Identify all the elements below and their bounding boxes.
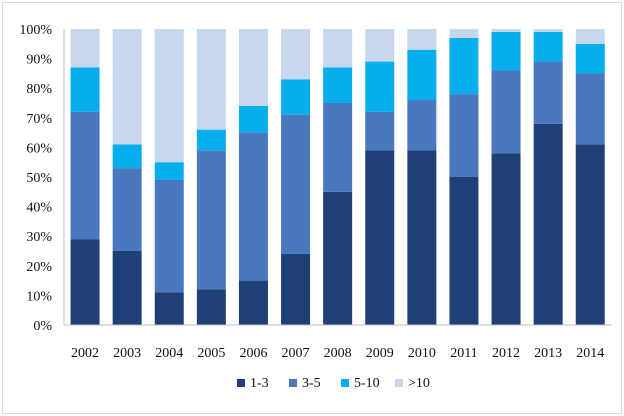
bar-segment-2003-5-10 [112, 144, 142, 169]
bar-segment-2005-1-3 [196, 289, 226, 325]
bar-segment-2009-1-3 [365, 150, 395, 325]
bar-segment-2013-3-5 [533, 61, 563, 124]
x-tick-label: 2014 [576, 346, 604, 361]
bar-segment-2006-1-3 [238, 280, 268, 325]
y-tick-label: 40% [26, 201, 52, 216]
y-tick-label: 60% [26, 141, 52, 156]
bar-segment-2005-5-10 [196, 129, 226, 151]
bar-segment-2010-1-3 [407, 150, 437, 325]
y-tick-label: 70% [26, 112, 52, 127]
bar-segment-2012-5-10 [491, 31, 521, 71]
bar-segment-2006-3-5 [238, 132, 268, 281]
bar-segment-2002-3-5 [70, 111, 100, 240]
bar-segment-2008-5-10 [323, 67, 353, 103]
bar-segment-2011-3-5 [449, 94, 479, 177]
x-tick-label: 2003 [113, 346, 141, 361]
x-tick-label: 2005 [197, 346, 225, 361]
bar-segment-2013-1-3 [533, 123, 563, 325]
legend-item-1-3: 1-3 [237, 376, 269, 391]
y-tick-label: 90% [26, 53, 52, 68]
bar-segment-2011-5-10 [449, 37, 479, 95]
bar-segment-2004-3-5 [154, 179, 184, 293]
bar-segment-2003->10 [112, 29, 142, 145]
legend-swatch [395, 379, 403, 387]
legend-label: 3-5 [302, 376, 321, 391]
bar-segment-2010-5-10 [407, 49, 437, 101]
legend-swatch [289, 379, 297, 387]
bar-segment-2008->10 [323, 29, 353, 68]
y-tick-label: 0% [33, 319, 52, 334]
x-tick-label: 2012 [492, 346, 520, 361]
legend-label: >10 [408, 376, 430, 391]
legend-swatch [341, 379, 349, 387]
bar-segment-2005-3-5 [196, 150, 226, 290]
bar-segment-2004-1-3 [154, 292, 184, 325]
bar-segment-2010->10 [407, 29, 437, 50]
bar-segment-2007-1-3 [281, 253, 311, 325]
bar-segment-2009-3-5 [365, 111, 395, 151]
bar-segment-2007-3-5 [281, 114, 311, 254]
bar-segment-2012->10 [491, 29, 521, 32]
x-tick-label: 2013 [534, 346, 562, 361]
bar-segment-2007->10 [281, 29, 311, 80]
x-tick-label: 2007 [282, 346, 310, 361]
bar-segment-2011-1-3 [449, 177, 479, 325]
legend-item->10: >10 [395, 376, 430, 391]
y-tick-label: 100% [19, 23, 52, 38]
legend-label: 1-3 [250, 376, 269, 391]
bar-segment-2006-5-10 [238, 105, 268, 133]
bar-segment-2004->10 [154, 29, 184, 163]
bar-segment-2005->10 [196, 29, 226, 130]
bar-segment-2002-5-10 [70, 67, 100, 112]
bar-segment-2004-5-10 [154, 162, 184, 180]
bar-segment-2011->10 [449, 29, 479, 38]
legend-label: 5-10 [354, 376, 380, 391]
bar-segment-2003-1-3 [112, 251, 142, 325]
bar-segment-2007-5-10 [281, 79, 311, 115]
bar-segment-2002-1-3 [70, 239, 100, 325]
y-tick-label: 20% [26, 260, 52, 275]
bar-segment-2008-1-3 [323, 191, 353, 325]
legend-item-5-10: 5-10 [341, 376, 380, 391]
x-tick-label: 2004 [155, 346, 183, 361]
bar-segment-2003-3-5 [112, 168, 142, 251]
bar-segment-2013-5-10 [533, 31, 563, 62]
legend-swatch [237, 379, 245, 387]
x-tick-label: 2002 [71, 346, 99, 361]
bar-segment-2013->10 [533, 29, 563, 32]
bar-segment-2014-1-3 [575, 144, 605, 325]
bar-segment-2009->10 [365, 29, 395, 62]
bar-segment-2014-3-5 [575, 73, 605, 145]
bar-segment-2014->10 [575, 29, 605, 44]
y-tick-label: 50% [26, 171, 52, 186]
legend-item-3-5: 3-5 [289, 376, 321, 391]
x-tick-label: 2008 [324, 346, 352, 361]
y-tick-label: 10% [26, 289, 52, 304]
bar-segment-2009-5-10 [365, 61, 395, 112]
y-tick-label: 30% [26, 230, 52, 245]
y-tick-label: 80% [26, 82, 52, 97]
x-tick-label: 2006 [239, 346, 267, 361]
bar-segment-2002->10 [70, 29, 100, 68]
x-tick-label: 2009 [366, 346, 394, 361]
bar-segment-2014-5-10 [575, 43, 605, 74]
x-tick-label: 2011 [450, 346, 477, 361]
bar-segment-2008-3-5 [323, 103, 353, 192]
bar-segment-2010-3-5 [407, 100, 437, 151]
legend: 1-3 3-5 5-10 >10 [237, 376, 430, 391]
x-tick-label: 2010 [408, 346, 436, 361]
bar-segment-2012-1-3 [491, 153, 521, 325]
bar-segment-2006->10 [238, 29, 268, 106]
bar-segment-2012-3-5 [491, 70, 521, 154]
